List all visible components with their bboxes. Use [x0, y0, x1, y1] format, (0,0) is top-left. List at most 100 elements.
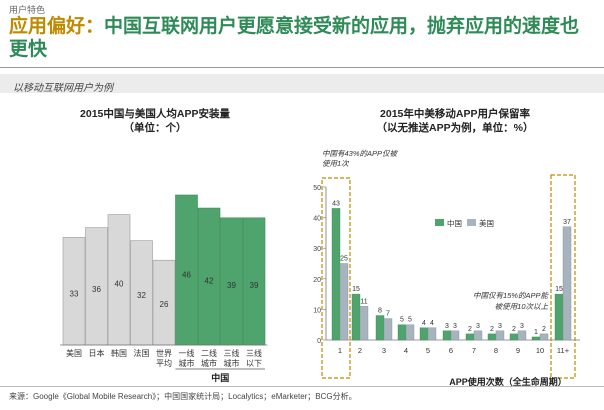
retention-category-label: 7 [472, 346, 476, 355]
headline-divider [0, 67, 604, 68]
retention-value-label: 8 [378, 308, 382, 315]
retention-value-label: 2 [512, 326, 516, 333]
left-chart-title-unit: （单位：个） [123, 122, 187, 134]
retention-category-label: 9 [516, 346, 520, 355]
install-category-label: 平均 [156, 358, 172, 368]
retention-bar [450, 330, 460, 341]
footer-divider [0, 386, 604, 387]
retention-bar [554, 293, 564, 341]
retention-bar [339, 263, 349, 341]
install-category-label: 城市 [201, 358, 217, 368]
install-category-label: 二线 [201, 348, 217, 358]
retention-bar [517, 330, 527, 341]
left-chart-title-main: 2015中国与美国人均APP安装量 [80, 108, 230, 120]
retention-bar [383, 318, 393, 341]
install-category-label: 一线 [179, 348, 195, 358]
retention-bar [539, 333, 549, 341]
highlight-box-eleven-plus [550, 174, 576, 379]
retention-value-label: 3 [445, 323, 449, 330]
install-value-label: 33 [70, 290, 79, 299]
retention-value-label: 3 [476, 323, 480, 330]
annotation-eleven-plus-line2: 被使用10次以上 [495, 302, 549, 311]
retention-category-label: 6 [449, 346, 453, 355]
retention-value-label: 3 [520, 323, 524, 330]
retention-value-label: 3 [498, 323, 502, 330]
retention-bar [473, 330, 483, 341]
retention-bar [465, 333, 475, 341]
retention-bar [331, 208, 341, 341]
retention-y-tick-label: 40 [313, 216, 321, 223]
source-note: 来源：Google《Global Mobile Research》；中国国家统计… [9, 392, 357, 401]
retention-value-label: 7 [386, 311, 390, 318]
page-headline: 应用偏好：中国互联网用户更愿意接受新的应用，抛弃应用的速度也更快 [9, 15, 594, 61]
annotation-first-use-line1: 中国有43%的APP仅被 [322, 149, 399, 158]
install-category-label: 三线 [246, 348, 262, 358]
retention-bar [562, 226, 572, 341]
retention-value-label: 1 [534, 329, 538, 336]
subtitle-band [0, 74, 604, 93]
highlight-box-first-use [321, 177, 351, 379]
retention-bar [405, 324, 415, 341]
right-chart-title-unit: （以无推送APP为例，单位：%） [376, 122, 534, 134]
install-category-label: 世界 [156, 348, 172, 358]
retention-bar [531, 336, 541, 341]
right-chart-title-main: 2015年中美移动APP用户保留率 [380, 108, 530, 120]
retention-value-label: 43 [332, 200, 340, 207]
retention-value-label: 4 [422, 320, 426, 327]
install-value-label: 46 [182, 271, 191, 280]
retention-value-label: 15 [555, 286, 563, 293]
retention-category-label: 1 [338, 346, 342, 355]
retention-bar [427, 327, 437, 341]
left-chart-title: 2015中国与美国人均APP安装量 （单位：个） [40, 107, 270, 135]
install-category-label: 三线 [224, 348, 240, 358]
retention-bar [351, 293, 361, 341]
install-value-label: 36 [92, 285, 101, 294]
retention-value-label: 2 [542, 326, 546, 333]
retention-value-label: 4 [430, 320, 434, 327]
legend-swatch [435, 219, 444, 226]
retention-bar [397, 324, 407, 341]
install-category-label: 美国 [66, 348, 82, 358]
headline-accent: 应用偏好： [9, 16, 105, 37]
retention-bar [442, 330, 452, 341]
install-value-label: 40 [115, 279, 124, 288]
retention-category-label: 5 [426, 346, 430, 355]
retention-y-tick-label: 0 [317, 338, 321, 345]
retention-value-label: 3 [453, 323, 457, 330]
install-category-label: 以下 [246, 359, 262, 368]
right-chart-title: 2015年中美移动APP用户保留率 （以无推送APP为例，单位：%） [320, 107, 590, 135]
retention-value-label: 37 [563, 219, 571, 226]
retention-x-axis-title: APP使用次数（全生命周期） [449, 376, 567, 387]
install-value-label: 39 [227, 281, 236, 290]
retention-y-tick-label: 50 [313, 185, 321, 192]
retention-bar [375, 315, 385, 341]
retention-y-tick-label: 30 [313, 246, 321, 253]
install-value-label: 42 [205, 276, 214, 285]
section-label: 用户特色 [9, 5, 46, 15]
retention-value-label: 25 [340, 256, 348, 263]
retention-category-label: 10 [536, 346, 544, 355]
retention-category-label: 4 [404, 346, 408, 355]
annotation-eleven-plus-line1: 中国仅有15%的APP能 [473, 291, 550, 300]
retention-y-tick-label: 10 [313, 307, 321, 314]
install-value-label: 39 [250, 281, 259, 290]
install-value-label: 32 [137, 291, 146, 300]
retention-value-label: 15 [352, 286, 360, 293]
install-category-label: 城市 [179, 358, 195, 368]
retention-category-label: 11+ [557, 346, 570, 355]
install-category-label: 日本 [89, 348, 105, 358]
page-subtitle: 以移动互联网用户为例 [13, 83, 113, 94]
retention-value-label: 11 [360, 298, 367, 305]
legend-label: 美国 [479, 218, 494, 228]
install-category-label: 城市 [224, 358, 240, 368]
headline-text: 中国互联网用户更愿意接受新的应用，抛弃应用的速度也更快 [9, 16, 580, 60]
retention-bar [359, 306, 369, 341]
retention-y-tick-label: 20 [313, 277, 321, 284]
annotation-first-use-line2: 使用1次 [322, 159, 350, 168]
china-group-label: 中国 [211, 372, 229, 383]
retention-value-label: 5 [408, 317, 412, 324]
retention-bar [495, 330, 505, 341]
retention-category-label: 2 [358, 346, 362, 355]
install-value-label: 26 [160, 300, 169, 309]
